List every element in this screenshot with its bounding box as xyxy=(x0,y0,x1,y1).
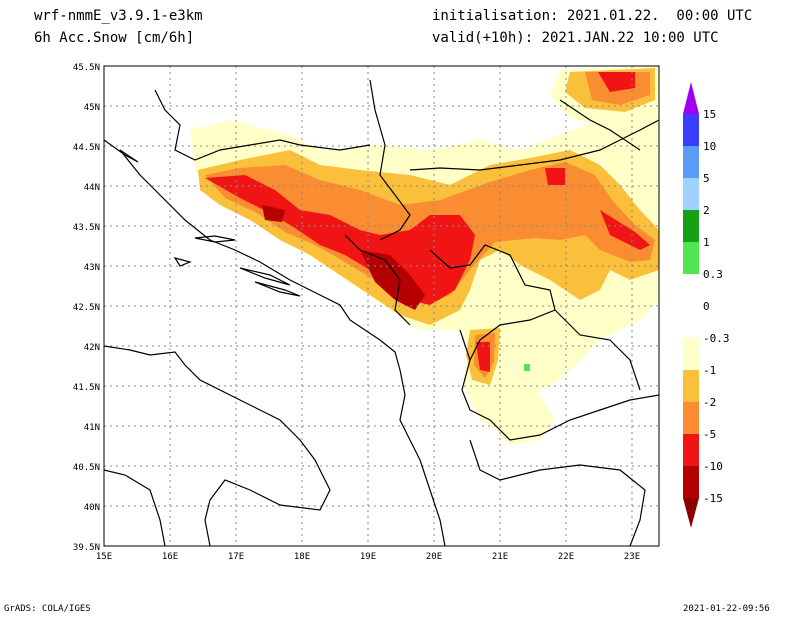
snow-patch-green xyxy=(524,364,530,371)
legend-label: 2 xyxy=(703,204,710,217)
lat-label: 39.5N xyxy=(73,543,100,553)
lon-label: 21E xyxy=(492,552,508,562)
legend-label: 10 xyxy=(703,140,716,153)
snow-patch-red-s xyxy=(476,342,490,372)
border-bulgaria xyxy=(409,119,659,171)
legend-swatch xyxy=(683,178,699,210)
grid xyxy=(104,66,659,546)
snow-core-darkred-2 xyxy=(262,205,285,222)
lat-label: 44.5N xyxy=(73,143,100,153)
lat-label: 43N xyxy=(84,263,100,273)
snow-core-darkred xyxy=(360,250,425,310)
legend-label: -1 xyxy=(703,364,716,377)
italy-heel xyxy=(104,469,166,546)
greece-coast xyxy=(469,439,646,546)
lat-labels: 45.5N 45N 44.5N 44N 43.5N 43N 42.5N 42N … xyxy=(73,63,100,553)
footer-credit: GrADS: COLA/IGES xyxy=(4,604,91,614)
snow-patch-red-ne xyxy=(598,72,635,92)
legend-label: -5 xyxy=(703,428,716,441)
legend-label: 5 xyxy=(703,172,710,185)
border-mk-bg xyxy=(554,309,641,391)
lon-label: 20E xyxy=(426,552,442,562)
legend-top-arrow xyxy=(683,82,699,114)
adriatic-coast-east xyxy=(104,139,446,546)
italy-coast xyxy=(104,345,331,546)
lat-label: 42.5N xyxy=(73,303,100,313)
lat-label: 45.5N xyxy=(73,63,100,73)
legend-label: -0.3 xyxy=(703,332,730,345)
legend-swatch xyxy=(683,338,699,370)
model-title: wrf-nmmE_v3.9.1-e3km xyxy=(34,8,203,24)
footer-timestamp: 2021-01-22-09:56 xyxy=(683,604,770,614)
lon-labels: 15E 16E 17E 18E 19E 20E 21E 22E 23E xyxy=(96,552,640,562)
lat-label: 40.5N xyxy=(73,463,100,473)
init-time: initialisation: 2021.01.22. 00:00 UTC xyxy=(432,8,753,24)
snow-patch-light xyxy=(490,390,555,445)
lat-label: 44N xyxy=(84,183,100,193)
legend-label: 0 xyxy=(703,300,710,313)
snow-patch-red-c xyxy=(545,168,565,185)
legend-swatch xyxy=(683,242,699,274)
field-title: 6h Acc.Snow [cm/6h] xyxy=(34,30,195,46)
lon-label: 18E xyxy=(294,552,310,562)
island-3 xyxy=(254,281,301,297)
snow-patch-red-e xyxy=(600,210,650,250)
lat-label: 41N xyxy=(84,423,100,433)
lon-label: 16E xyxy=(162,552,178,562)
legend-label: -15 xyxy=(703,492,723,505)
legend-label: 15 xyxy=(703,108,716,121)
lon-label: 17E xyxy=(228,552,244,562)
border-albania-mk xyxy=(459,329,659,441)
legend-label: 1 xyxy=(703,236,710,249)
legend-swatch xyxy=(683,146,699,178)
legend-label: 0.3 xyxy=(703,268,723,281)
lat-label: 41.5N xyxy=(73,383,100,393)
legend-label: -2 xyxy=(703,396,716,409)
lon-label: 22E xyxy=(558,552,574,562)
legend-swatch xyxy=(683,306,699,338)
legend-swatch xyxy=(683,210,699,242)
legend-swatch xyxy=(683,434,699,466)
border-serbia xyxy=(369,79,411,241)
lat-label: 42N xyxy=(84,343,100,353)
border-romania xyxy=(559,99,641,151)
border-montenegro xyxy=(344,234,411,326)
valid-time: valid(+10h): 2021.JAN.22 10:00 UTC xyxy=(432,30,719,46)
color-legend xyxy=(683,82,699,528)
island-1 xyxy=(194,235,236,243)
legend-swatch xyxy=(683,466,699,498)
legend-swatch xyxy=(683,114,699,146)
croatia-north xyxy=(154,89,371,161)
legend-label: -10 xyxy=(703,460,723,473)
lon-label: 15E xyxy=(96,552,112,562)
coastlines xyxy=(104,79,659,546)
legend-labels: 15 10 5 2 1 0.3 0 -0.3 -1 -2 -5 -10 -15 xyxy=(703,108,730,505)
legend-swatch xyxy=(683,274,699,306)
island-4 xyxy=(173,257,192,267)
lon-label: 23E xyxy=(624,552,640,562)
legend-swatch xyxy=(683,370,699,402)
lat-label: 40N xyxy=(84,503,100,513)
island-2 xyxy=(239,267,291,286)
map-frame xyxy=(103,65,660,547)
border-kosovo xyxy=(429,244,556,361)
lon-label: 19E xyxy=(360,552,376,562)
snow-field xyxy=(190,66,659,445)
legend-bottom-arrow xyxy=(683,498,699,528)
lat-label: 45N xyxy=(84,103,100,113)
lat-label: 43.5N xyxy=(73,223,100,233)
legend-swatch xyxy=(683,402,699,434)
